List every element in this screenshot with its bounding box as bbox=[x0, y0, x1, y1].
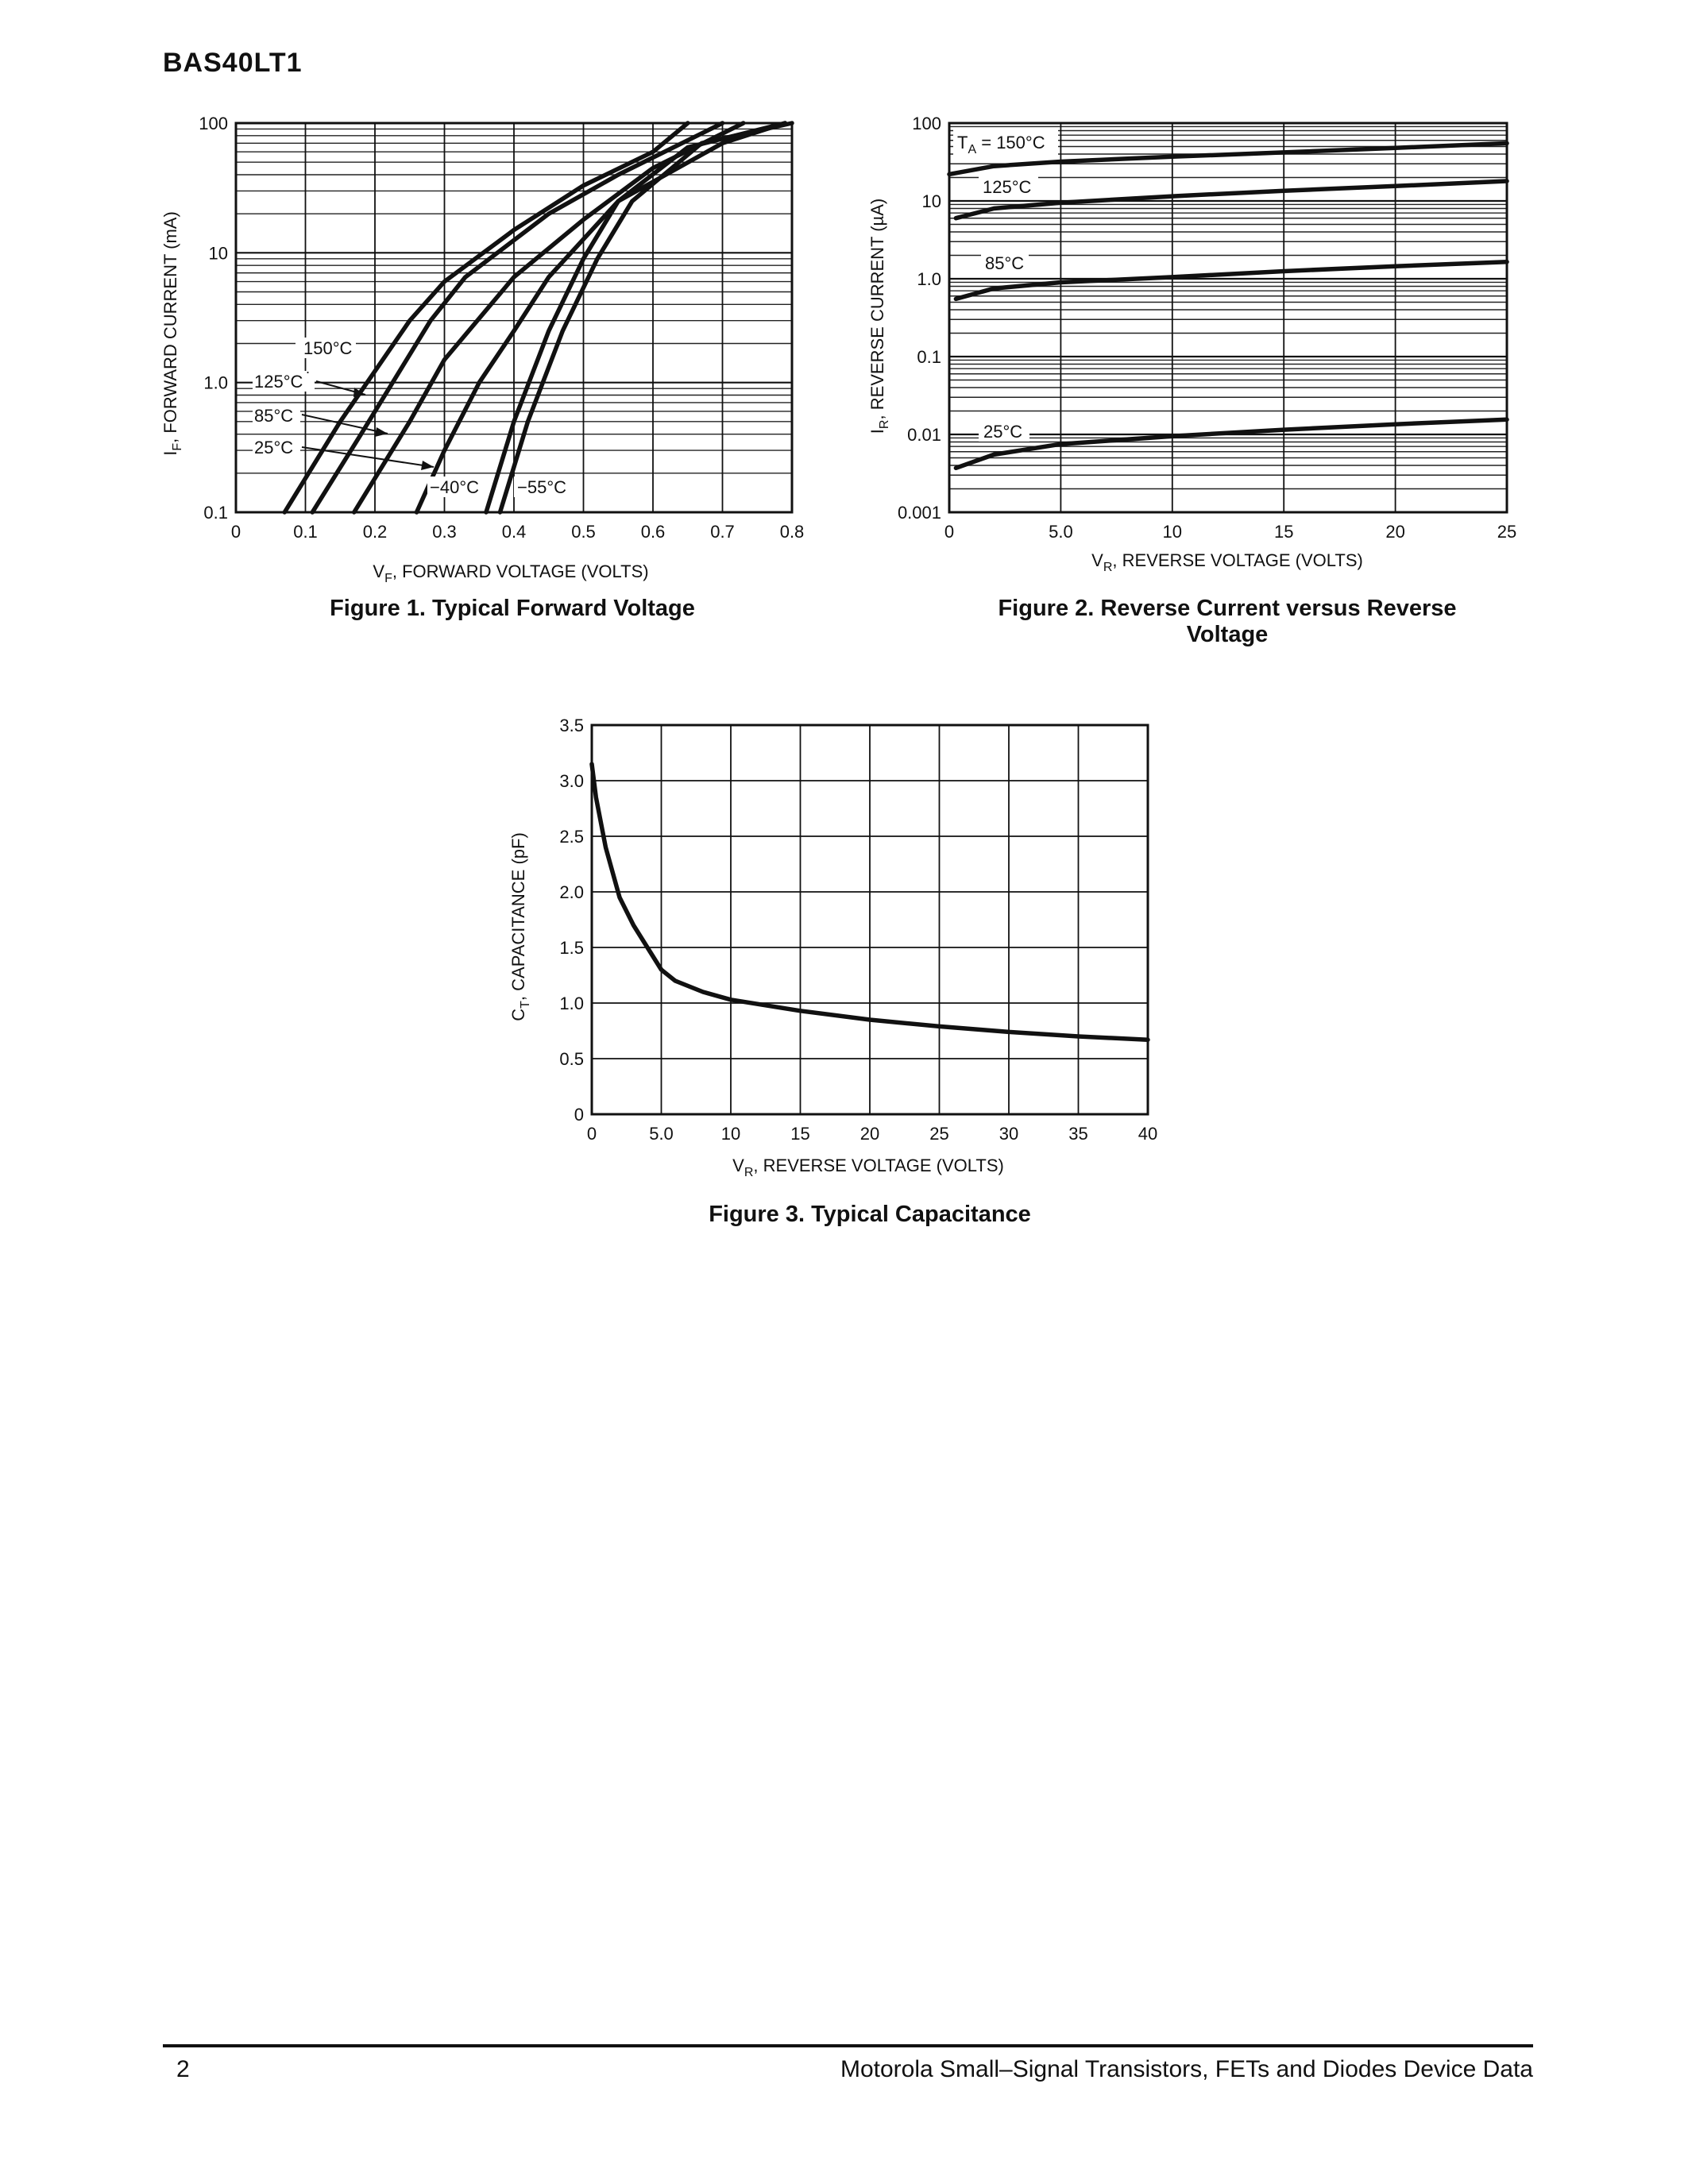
series-curve-1 bbox=[589, 762, 1150, 1042]
curve-label-ta-150c: TA = 150°C bbox=[957, 133, 1045, 156]
x-tick-label: 40 bbox=[1138, 1124, 1157, 1144]
y-tick-label: 2.5 bbox=[559, 827, 584, 847]
curve-label-150c: 150°C bbox=[303, 338, 353, 358]
x-tick-label: 5.0 bbox=[1049, 522, 1073, 542]
x-tick-label: 0.8 bbox=[780, 522, 805, 542]
y-tick-label: 0.1 bbox=[917, 347, 941, 367]
series-curve-5 bbox=[484, 121, 788, 515]
curve-label-85c: 85°C bbox=[254, 406, 293, 426]
series-curve-3 bbox=[352, 121, 746, 515]
figure-3-capacitance-chart: 3.5 3.0 2.5 2.0 1.5 1.0 0.5 00 5.0 10 15 20 25 30 35 40… bbox=[508, 716, 1157, 1179]
y-tick-label: 0 bbox=[574, 1105, 584, 1125]
figure-2-caption: Figure 2. Reverse Current versus Reverse… bbox=[998, 596, 1457, 647]
curve-label-85c-rev: 85°C bbox=[985, 253, 1024, 273]
x-tick-label: 10 bbox=[721, 1124, 740, 1144]
fig1-x-axis-label: VF, FORWARD VOLTAGE (VOLTS) bbox=[373, 561, 648, 585]
fig2-x-axis-label: VR, REVERSE VOLTAGE (VOLTS) bbox=[1091, 550, 1363, 574]
fig1-dot-marker: . bbox=[306, 361, 310, 376]
curve-label-minus40c: −40°C bbox=[430, 477, 479, 497]
x-tick-label: 0.3 bbox=[432, 522, 457, 542]
x-tick-label: 0 bbox=[231, 522, 241, 542]
x-tick-label: 0.5 bbox=[571, 522, 596, 542]
series-curve-4 bbox=[953, 417, 1509, 471]
footer-page-number: 2 bbox=[176, 2056, 190, 2082]
y-tick-label: 0.5 bbox=[559, 1049, 584, 1069]
x-tick-label: 25 bbox=[929, 1124, 948, 1144]
y-tick-label: 100 bbox=[912, 114, 941, 133]
curve-label-125c: 125°C bbox=[254, 372, 303, 392]
arrowhead-25c bbox=[421, 461, 434, 470]
x-tick-label: 0.6 bbox=[641, 522, 666, 542]
plot-frame bbox=[234, 122, 794, 514]
x-tick-label: 30 bbox=[999, 1124, 1018, 1144]
x-tick-label: 0.2 bbox=[363, 522, 388, 542]
footer-publication: Motorola Small–Signal Transistors, FETs … bbox=[840, 2056, 1533, 2082]
x-tick-label: 5.0 bbox=[649, 1124, 674, 1144]
x-tick-label: 0 bbox=[944, 522, 954, 542]
fig3-x-axis-label: VR, REVERSE VOLTAGE (VOLTS) bbox=[732, 1156, 1004, 1179]
y-tick-label: 1.0 bbox=[917, 269, 941, 289]
curve-label-25c: 25°C bbox=[254, 438, 293, 457]
x-tick-label: 10 bbox=[1163, 522, 1182, 542]
y-tick-label: 3.0 bbox=[559, 771, 584, 791]
fig2-y-axis-label: IR, REVERSE CURRENT (µA) bbox=[867, 199, 891, 434]
series-curve-2 bbox=[310, 121, 725, 515]
y-tick-label: 0.1 bbox=[203, 503, 228, 523]
y-tick-label: 3.5 bbox=[559, 716, 584, 735]
x-tick-label: 15 bbox=[1274, 522, 1293, 542]
arrowhead-125c bbox=[353, 388, 365, 397]
y-tick-label: 10 bbox=[209, 243, 228, 263]
plot-frame bbox=[948, 122, 1508, 514]
x-tick-label: 20 bbox=[860, 1124, 879, 1144]
series-curve-2 bbox=[953, 179, 1509, 221]
footer-rule bbox=[163, 2044, 1533, 2047]
series-curve-6 bbox=[497, 121, 794, 515]
y-tick-label: 10 bbox=[922, 191, 941, 211]
figure-1-caption: Figure 1. Typical Forward Voltage bbox=[330, 596, 695, 621]
leader-85c bbox=[301, 414, 388, 434]
arrowhead-85c bbox=[375, 427, 388, 437]
series-curve-1 bbox=[947, 141, 1509, 177]
y-tick-label: 100 bbox=[199, 114, 228, 133]
y-tick-label: 1.5 bbox=[559, 938, 584, 958]
part-number-header: BAS40LT1 bbox=[163, 48, 303, 78]
series-curve-1 bbox=[282, 121, 690, 515]
fig1-y-axis-label: IF, FORWARD CURRENT (mA) bbox=[160, 211, 184, 456]
series-curve-3 bbox=[953, 259, 1509, 302]
leader-25c bbox=[301, 446, 435, 468]
x-tick-label: 0.7 bbox=[710, 522, 735, 542]
plot-frame bbox=[590, 723, 1149, 1116]
fig1-arrowheads bbox=[353, 388, 434, 470]
x-tick-label: 0.4 bbox=[502, 522, 527, 542]
curve-label-minus55c: −55°C bbox=[517, 477, 566, 497]
figure-3-caption: Figure 3. Typical Capacitance bbox=[709, 1202, 1031, 1227]
x-tick-label: 15 bbox=[790, 1124, 809, 1144]
curve-label-125c-rev: 125°C bbox=[983, 177, 1032, 197]
y-tick-label: 2.0 bbox=[559, 882, 584, 902]
x-tick-label: 35 bbox=[1068, 1124, 1087, 1144]
x-tick-label: 0 bbox=[587, 1124, 597, 1144]
x-tick-label: 25 bbox=[1497, 522, 1516, 542]
y-tick-label: 0.001 bbox=[898, 503, 941, 523]
x-tick-label: 0.1 bbox=[293, 522, 318, 542]
y-tick-label: 1.0 bbox=[559, 994, 584, 1013]
fig3-y-axis-label: CT, CAPACITANCE (pF) bbox=[508, 832, 532, 1021]
y-tick-label: 0.01 bbox=[907, 425, 941, 445]
x-tick-label: 20 bbox=[1385, 522, 1404, 542]
y-tick-label: 1.0 bbox=[203, 373, 228, 393]
series-curve-4 bbox=[414, 121, 788, 515]
curve-label-25c-rev: 25°C bbox=[983, 422, 1022, 442]
